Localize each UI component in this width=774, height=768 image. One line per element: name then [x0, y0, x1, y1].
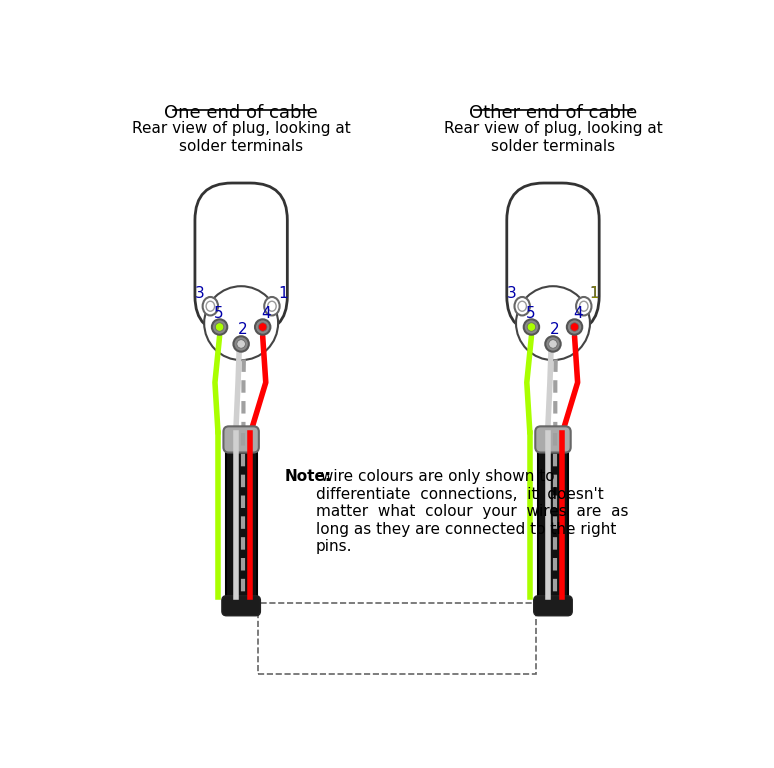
Text: Other end of cable: Other end of cable: [469, 104, 637, 122]
Circle shape: [255, 319, 270, 335]
Ellipse shape: [203, 297, 218, 316]
Bar: [258, 603, 536, 674]
FancyBboxPatch shape: [536, 426, 570, 452]
Circle shape: [215, 323, 224, 331]
Text: 3: 3: [506, 286, 516, 300]
Text: 5: 5: [526, 306, 536, 322]
Text: 2: 2: [238, 322, 248, 337]
Text: Rear view of plug, looking at
solder terminals: Rear view of plug, looking at solder ter…: [132, 121, 351, 154]
Bar: [538, 449, 568, 601]
Circle shape: [212, 319, 228, 335]
Text: 4: 4: [574, 306, 583, 322]
Ellipse shape: [206, 301, 214, 311]
Text: 1: 1: [590, 286, 599, 300]
Circle shape: [204, 286, 278, 360]
FancyBboxPatch shape: [507, 183, 599, 333]
Circle shape: [570, 323, 579, 331]
Circle shape: [527, 323, 536, 331]
FancyBboxPatch shape: [195, 183, 287, 333]
Text: 1: 1: [590, 286, 599, 300]
Ellipse shape: [515, 297, 530, 316]
Text: 1: 1: [278, 286, 287, 300]
FancyBboxPatch shape: [224, 426, 259, 452]
Circle shape: [549, 339, 557, 348]
Text: 5: 5: [214, 306, 224, 322]
Circle shape: [234, 336, 248, 352]
FancyBboxPatch shape: [534, 596, 572, 616]
Ellipse shape: [576, 297, 591, 316]
Ellipse shape: [264, 297, 279, 316]
Ellipse shape: [268, 301, 276, 311]
Text: 3: 3: [195, 286, 204, 300]
Ellipse shape: [518, 301, 526, 311]
Text: wire colours are only shown to
differentiate  connections,  it  doesn't
matter  : wire colours are only shown to different…: [316, 469, 628, 554]
Text: Note:: Note:: [285, 469, 332, 485]
Circle shape: [259, 323, 267, 331]
Text: 4: 4: [262, 306, 272, 322]
Circle shape: [524, 319, 539, 335]
Circle shape: [567, 319, 582, 335]
Bar: [226, 449, 256, 601]
Circle shape: [516, 286, 590, 360]
Circle shape: [546, 336, 560, 352]
Text: One end of cable: One end of cable: [164, 104, 318, 122]
FancyBboxPatch shape: [222, 596, 260, 616]
Ellipse shape: [580, 301, 588, 311]
Circle shape: [237, 339, 245, 348]
Text: 2: 2: [550, 322, 560, 337]
Text: Rear view of plug, looking at
solder terminals: Rear view of plug, looking at solder ter…: [444, 121, 663, 154]
